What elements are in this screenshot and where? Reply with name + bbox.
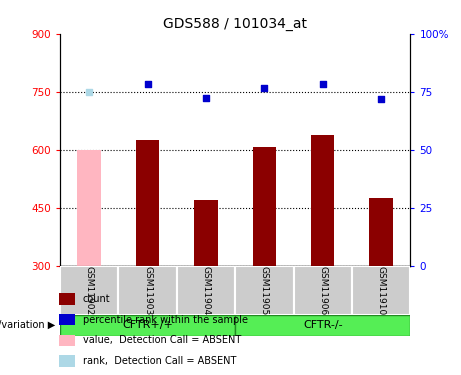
FancyBboxPatch shape bbox=[235, 266, 294, 315]
FancyBboxPatch shape bbox=[60, 266, 118, 315]
Text: percentile rank within the sample: percentile rank within the sample bbox=[83, 315, 248, 325]
FancyBboxPatch shape bbox=[60, 315, 235, 336]
Point bbox=[319, 81, 326, 87]
Point bbox=[378, 96, 385, 102]
FancyBboxPatch shape bbox=[235, 315, 410, 336]
Point bbox=[202, 95, 210, 101]
Bar bbox=[136, 140, 159, 266]
Bar bbox=[369, 198, 393, 266]
Text: rank,  Detection Call = ABSENT: rank, Detection Call = ABSENT bbox=[83, 356, 236, 366]
Text: GSM11904: GSM11904 bbox=[201, 266, 210, 315]
Text: genotype/variation ▶: genotype/variation ▶ bbox=[0, 320, 55, 330]
Text: GSM11903: GSM11903 bbox=[143, 266, 152, 315]
Point bbox=[144, 81, 151, 87]
Text: CFTR-/-: CFTR-/- bbox=[303, 320, 343, 330]
Bar bbox=[59, 314, 75, 326]
Point bbox=[85, 89, 93, 95]
Bar bbox=[77, 150, 101, 266]
FancyBboxPatch shape bbox=[118, 266, 177, 315]
Bar bbox=[59, 355, 75, 367]
Text: GSM11906: GSM11906 bbox=[318, 266, 327, 315]
Text: GSM11910: GSM11910 bbox=[377, 266, 385, 315]
Title: GDS588 / 101034_at: GDS588 / 101034_at bbox=[163, 17, 307, 32]
Text: count: count bbox=[83, 294, 110, 304]
Bar bbox=[253, 147, 276, 266]
FancyBboxPatch shape bbox=[352, 266, 410, 315]
Point bbox=[260, 86, 268, 92]
Text: GSM11905: GSM11905 bbox=[260, 266, 269, 315]
Bar bbox=[194, 200, 218, 266]
Bar bbox=[311, 135, 334, 266]
FancyBboxPatch shape bbox=[294, 266, 352, 315]
Bar bbox=[59, 293, 75, 305]
Bar bbox=[59, 334, 75, 346]
Text: GSM11902: GSM11902 bbox=[85, 266, 94, 315]
Text: CFTR+/+: CFTR+/+ bbox=[122, 320, 173, 330]
Text: value,  Detection Call = ABSENT: value, Detection Call = ABSENT bbox=[83, 335, 241, 345]
FancyBboxPatch shape bbox=[177, 266, 235, 315]
